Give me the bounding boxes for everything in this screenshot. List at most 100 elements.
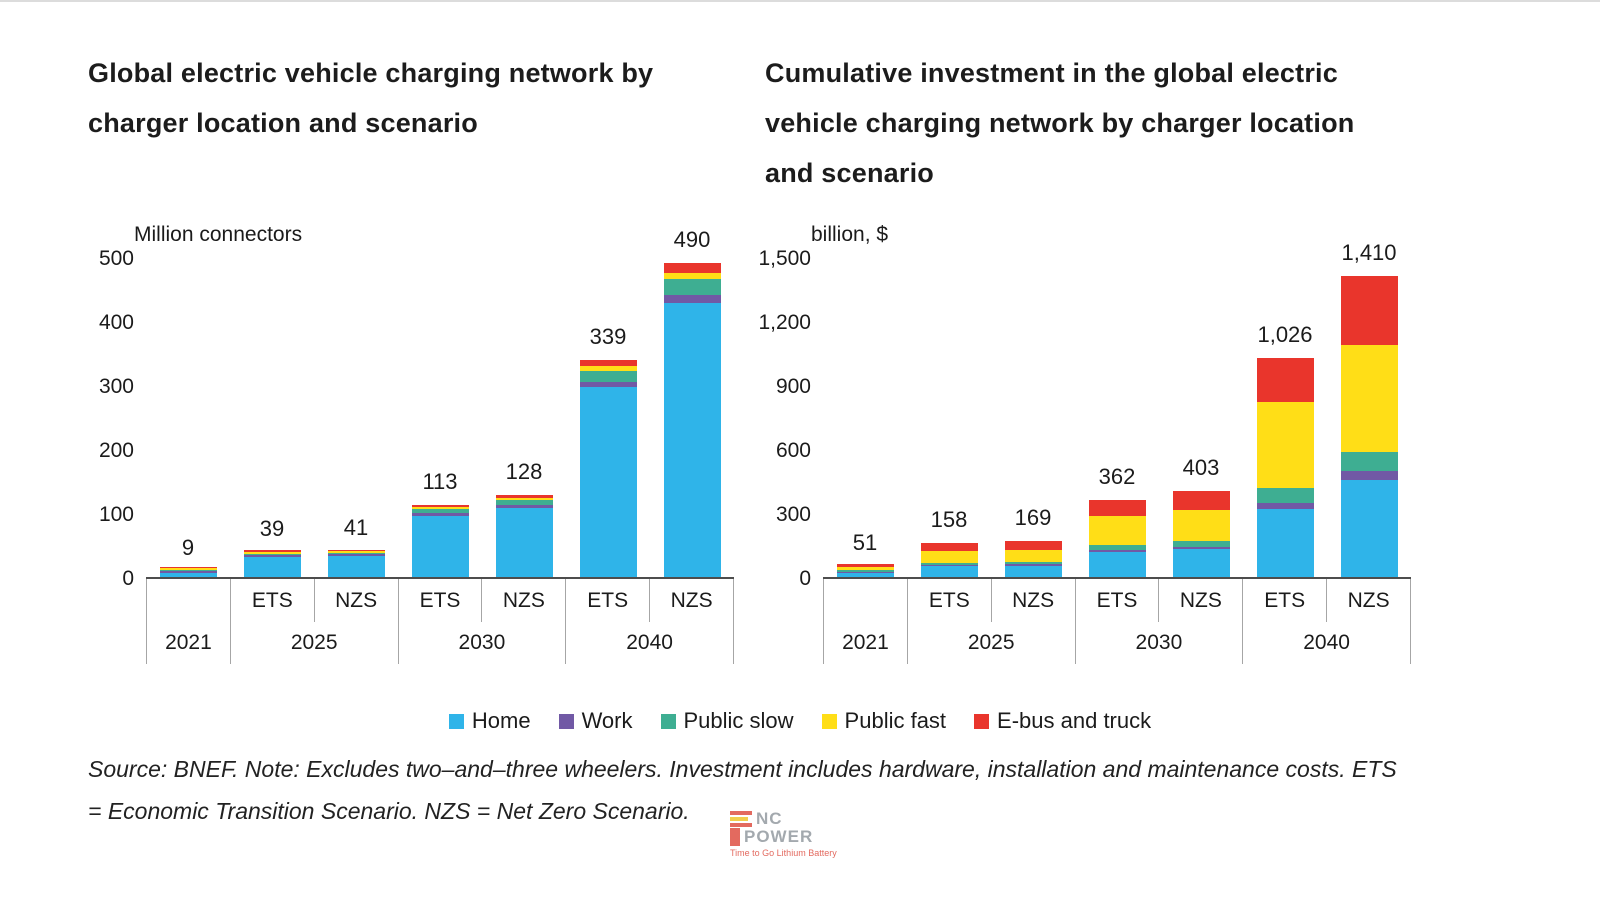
segment-home [836, 573, 894, 577]
bar-2030-ets: 113 [398, 259, 482, 577]
y-tick-label: 900 [775, 375, 811, 398]
segment-public-fast [1088, 516, 1146, 546]
bar-total-label: 51 [852, 530, 878, 556]
segment-public-fast [159, 568, 217, 570]
segment-public-fast [1172, 509, 1230, 541]
bar-2030-nzs: 128 [482, 259, 566, 577]
bar-total-label: 403 [1182, 455, 1220, 481]
y-axis: 1,500 1,200 900 600 300 0 [758, 247, 823, 590]
segment-public-slow [1004, 561, 1062, 565]
segment-public-fast [579, 366, 637, 371]
chart-investment: Cumulative investment in the global elec… [758, 48, 1425, 688]
year-row: 2021 2025 2030 2040 [146, 622, 734, 664]
logo-name-bottom: POWER [730, 828, 900, 846]
segment-public-slow [1256, 488, 1314, 504]
chart-connectors-title: Global electric vehicle charging network… [88, 48, 748, 148]
segment-e-bus-and-truck [1340, 276, 1398, 345]
bar-total-label: 169 [1014, 504, 1052, 530]
bar-2040-nzs: 1,410 [1327, 240, 1411, 577]
segment-public-fast [1004, 549, 1062, 562]
year-label: 2025 [231, 622, 399, 664]
chart-row: 1,500 1,200 900 600 300 0 51 158 169 362 403 1,026… [758, 240, 1425, 590]
nc-power-logo-icon [730, 811, 752, 827]
segment-home [1256, 508, 1314, 577]
scenario-label: ETS [1243, 579, 1328, 622]
legend-swatch-work [558, 713, 574, 729]
stacked-bar [327, 549, 385, 577]
segment-e-bus-and-truck [159, 566, 217, 569]
scenario-label: ETS [1076, 579, 1160, 622]
segment-public-slow [920, 562, 978, 565]
legend-swatch-home [448, 713, 464, 729]
bar-2040-ets: 339 [566, 259, 650, 577]
segment-public-fast [1256, 402, 1314, 489]
bar-total-label: 39 [259, 516, 285, 542]
segment-public-fast [920, 551, 978, 563]
bar-2025-ets: 158 [907, 259, 991, 577]
y-tick-label: 1,500 [758, 247, 811, 270]
scenario-label [824, 579, 908, 622]
y-tick-label: 500 [98, 247, 134, 270]
stacked-bar [1256, 358, 1314, 577]
chart-connectors: Global electric vehicle charging network… [88, 48, 748, 688]
segment-public-slow [663, 279, 721, 296]
chart-title-line: and scenario [765, 158, 934, 188]
legend-label: Home [471, 708, 531, 733]
segment-home [1088, 552, 1146, 577]
segment-e-bus-and-truck [1256, 358, 1314, 403]
chart-investment-title: Cumulative investment in the global elec… [765, 48, 1425, 198]
segment-work [920, 564, 978, 567]
bar-total-label: 41 [343, 514, 369, 540]
bar-2025-nzs: 169 [991, 259, 1075, 577]
chart-title-line: charger location and scenario [88, 108, 478, 138]
bar-2025-nzs: 41 [314, 259, 398, 577]
y-tick-label: 300 [775, 503, 811, 526]
y-tick-label: 100 [98, 503, 134, 526]
bar-total-label: 9 [181, 535, 195, 561]
stacked-bar [1340, 276, 1398, 577]
bar-total-label: 1,410 [1341, 240, 1397, 266]
source-note-line: Source: BNEF. Note: Excludes two–and–thr… [88, 756, 1397, 782]
segment-public-fast [495, 498, 553, 501]
stacked-bar [1088, 499, 1146, 577]
chart-title-line: vehicle charging network by charger loca… [765, 108, 1355, 138]
logo-name-top: NC [756, 809, 783, 828]
legend-swatch-public-fast [821, 713, 837, 729]
y-axis: 500 400 300 200 100 0 [88, 247, 146, 590]
y-tick-label: 200 [98, 439, 134, 462]
x-axis: ETS NZS ETS NZS ETS NZS 2021 2025 2030 2040 [146, 579, 735, 664]
bar-total-label: 1,026 [1257, 322, 1313, 348]
scenario-label: ETS [908, 579, 992, 622]
scenario-label: ETS [399, 579, 483, 622]
segment-public-slow [243, 553, 301, 556]
segment-home [663, 303, 721, 577]
bar-2040-ets: 1,026 [1243, 259, 1327, 577]
scenario-label: NZS [315, 579, 399, 622]
segment-work [579, 382, 637, 387]
stacked-bar [663, 263, 721, 577]
segment-e-bus-and-truck [920, 542, 978, 551]
chart-area: Million connectors 500 400 300 200 100 0 9 39 4… [88, 223, 748, 664]
legend-label: Public fast [844, 708, 947, 733]
scenario-label: NZS [1327, 579, 1412, 622]
stacked-bar [836, 564, 894, 577]
bar-2030-nzs: 403 [1159, 259, 1243, 577]
segment-work [836, 571, 894, 574]
scenario-label: ETS [566, 579, 651, 622]
segment-public-slow [411, 509, 469, 514]
segment-work [1004, 564, 1062, 566]
y-axis-unit-label: Million connectors [134, 223, 303, 246]
scenario-label: NZS [992, 579, 1076, 622]
chart-area: billion, $ 1,500 1,200 900 600 300 0 51 158 169… [758, 223, 1425, 664]
stacked-bar [495, 495, 553, 577]
scenario-label: NZS [482, 579, 567, 622]
bar-total-label: 158 [930, 507, 968, 533]
year-label: 2021 [824, 622, 908, 664]
segment-work [159, 571, 217, 573]
logo-row: NC [730, 810, 900, 828]
segment-public-slow [579, 370, 637, 383]
year-label: 2040 [566, 622, 734, 664]
logo-tagline: Time to Go Lithium Battery [730, 848, 837, 858]
scenario-label: NZS [650, 579, 735, 622]
